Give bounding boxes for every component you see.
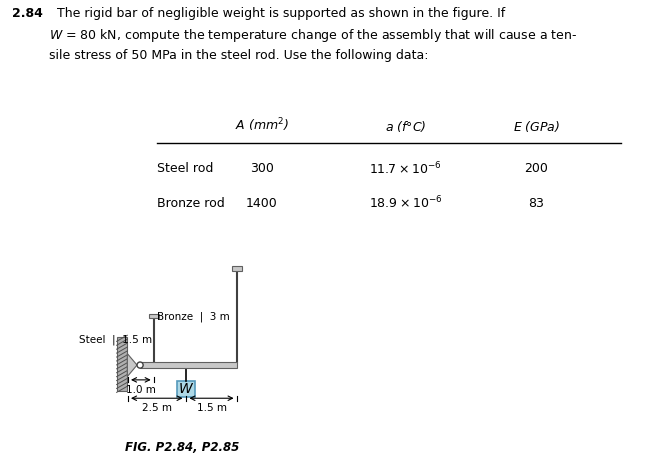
Circle shape [137,362,143,368]
Text: $a$ ($f$°C): $a$ ($f$°C) [385,119,426,134]
Text: 2.84: 2.84 [12,7,43,20]
Text: The rigid bar of negligible weight is supported as shown in the figure. If
$W$ =: The rigid bar of negligible weight is su… [49,7,577,62]
Text: Steel rod: Steel rod [157,162,213,175]
Text: $A$ (mm$^2$): $A$ (mm$^2$) [235,116,288,134]
Text: Bronze rod: Bronze rod [157,197,225,210]
Text: $18.9 \times 10^{-6}$: $18.9 \times 10^{-6}$ [369,195,442,212]
Text: 1.0 m: 1.0 m [126,385,156,395]
Text: 2.5 m: 2.5 m [142,403,171,413]
Text: $11.7 \times 10^{-6}$: $11.7 \times 10^{-6}$ [370,160,441,177]
FancyBboxPatch shape [177,381,195,397]
Text: FIG. P2.84, P2.85: FIG. P2.84, P2.85 [125,441,239,454]
Text: 1400: 1400 [246,197,277,210]
FancyBboxPatch shape [140,362,237,368]
Text: Bronze  |  3 m: Bronze | 3 m [157,311,230,322]
Text: $E$ (GPa): $E$ (GPa) [513,119,560,134]
Text: 300: 300 [250,162,273,175]
Text: 200: 200 [525,162,548,175]
Text: W: W [179,382,193,396]
FancyBboxPatch shape [148,314,160,318]
Text: 1.5 m: 1.5 m [196,403,226,413]
FancyBboxPatch shape [232,267,243,271]
Text: Steel  |  1.5 m: Steel | 1.5 m [79,335,152,345]
Text: 83: 83 [528,197,544,210]
Polygon shape [128,353,137,377]
FancyBboxPatch shape [116,337,128,390]
